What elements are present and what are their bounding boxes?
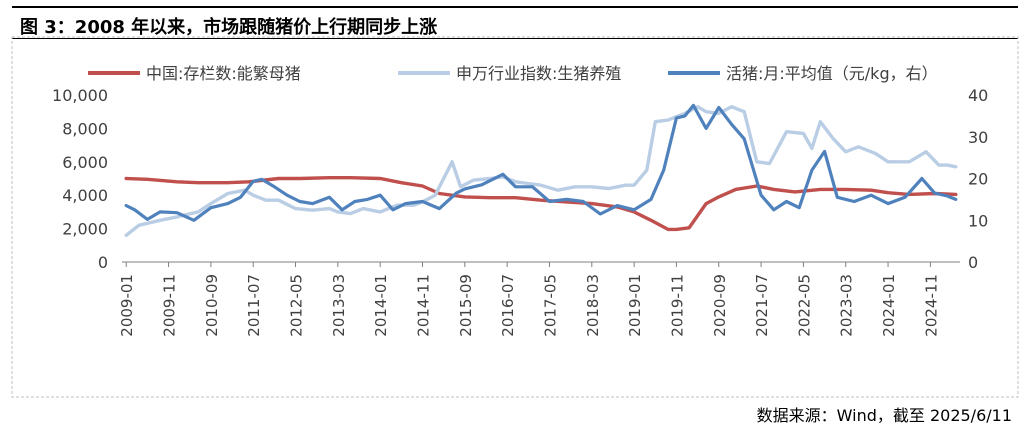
source-note: 数据来源：Wind，截至 2025/6/11 — [756, 406, 1012, 425]
x-tick-label: 2019-01 — [626, 274, 644, 337]
x-tick-label: 2018-03 — [584, 274, 602, 337]
x-tick-label: 2020-09 — [711, 274, 729, 337]
y-right-tick-label: 10 — [968, 211, 988, 230]
x-tick-label: 2019-11 — [668, 274, 686, 337]
axes: 0 2,000 4,000 6,000 8,000 10,000 0 10 20 30 40 2009… — [52, 86, 988, 337]
x-tick-label: 2012-05 — [288, 274, 306, 337]
x-tick-label: 2022-05 — [795, 274, 813, 337]
x-tick-label: 2024-01 — [880, 274, 898, 337]
legend-label-3: 活猪:月:平均值（元/kg，右） — [726, 64, 938, 83]
chart-title: 图 3：2008 年以来，市场跟随猪价上行期同步上涨 — [20, 17, 438, 38]
title-bar: 图 3：2008 年以来，市场跟随猪价上行期同步上涨 — [12, 6, 1018, 39]
x-tick-label: 2009-01 — [118, 274, 136, 337]
x-tick-label: 2021-07 — [753, 274, 771, 337]
x-tick-label: 2023-03 — [838, 274, 856, 337]
plot-frame — [11, 36, 1019, 398]
y-left-tick-label: 0 — [98, 253, 108, 272]
legend-label-1: 中国:存栏数:能繁母猪 — [146, 64, 301, 83]
chart-svg: 中国:存栏数:能繁母猪 申万行业指数:生猪养殖 活猪:月:平均值（元/kg，右） 0… — [11, 36, 1019, 398]
y-left-tick-label: 6,000 — [62, 153, 108, 172]
x-tick-label: 2011-07 — [245, 274, 263, 337]
y-left-tick-label: 4,000 — [62, 186, 108, 205]
series-line-2 — [124, 104, 958, 238]
x-tick-label: 2009-11 — [161, 274, 179, 337]
y-left-tick-label: 8,000 — [62, 119, 108, 138]
y-left-tick-label: 2,000 — [62, 220, 108, 239]
y-right-tick-label: 20 — [968, 170, 988, 189]
series-line-3 — [124, 103, 958, 222]
x-tick-label: 2014-01 — [372, 274, 390, 337]
y-right-tick-label: 40 — [968, 86, 988, 105]
x-tick-label: 2015-09 — [457, 274, 475, 337]
x-tick-label: 2024-11 — [922, 274, 940, 337]
series-group — [124, 103, 958, 238]
series-line-1 — [124, 175, 958, 232]
x-tick-label: 2010-09 — [203, 274, 221, 337]
x-tick-label: 2017-05 — [541, 274, 559, 337]
y-right-tick-label: 0 — [968, 253, 978, 272]
legend-label-2: 申万行业指数:生猪养殖 — [456, 64, 621, 83]
y-right-tick-label: 30 — [968, 128, 988, 147]
x-tick-label: 2016-07 — [499, 274, 517, 337]
x-tick-label: 2013-03 — [330, 274, 348, 337]
x-tick-label: 2014-11 — [414, 274, 432, 337]
y-left-tick-label: 10,000 — [52, 86, 108, 105]
legend: 中国:存栏数:能繁母猪 申万行业指数:生猪养殖 活猪:月:平均值（元/kg，右） — [88, 64, 938, 83]
